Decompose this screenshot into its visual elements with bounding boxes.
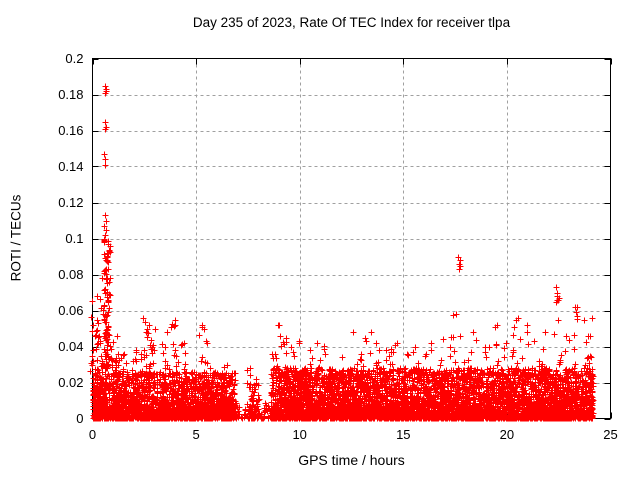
svg-text:0.14: 0.14 bbox=[58, 159, 83, 174]
svg-text:0: 0 bbox=[76, 411, 83, 426]
roti-data-points bbox=[87, 83, 597, 422]
chart-title: Day 235 of 2023, Rate Of TEC Index for r… bbox=[192, 15, 511, 30]
svg-text:0.16: 0.16 bbox=[58, 123, 83, 138]
svg-text:5: 5 bbox=[192, 427, 199, 442]
svg-text:20: 20 bbox=[500, 427, 514, 442]
svg-text:0: 0 bbox=[89, 427, 96, 442]
svg-text:0.18: 0.18 bbox=[58, 87, 83, 102]
svg-text:10: 10 bbox=[292, 427, 306, 442]
svg-text:0.12: 0.12 bbox=[58, 195, 83, 210]
svg-text:0.08: 0.08 bbox=[58, 267, 83, 282]
svg-text:0.04: 0.04 bbox=[58, 339, 83, 354]
svg-text:0.2: 0.2 bbox=[65, 51, 83, 66]
svg-text:0.1: 0.1 bbox=[65, 231, 83, 246]
tick-labels: 0 5 10 15 20 25 0 0.02 0.04 0.06 0.08 0.1 0.12 0.14 0.… bbox=[58, 51, 618, 442]
grid-lines bbox=[92, 58, 611, 419]
svg-text:0.06: 0.06 bbox=[58, 303, 83, 318]
svg-text:25: 25 bbox=[603, 427, 617, 442]
svg-text:15: 15 bbox=[396, 427, 410, 442]
svg-text:0.02: 0.02 bbox=[58, 375, 83, 390]
x-axis-label: GPS time / hours bbox=[298, 452, 405, 468]
